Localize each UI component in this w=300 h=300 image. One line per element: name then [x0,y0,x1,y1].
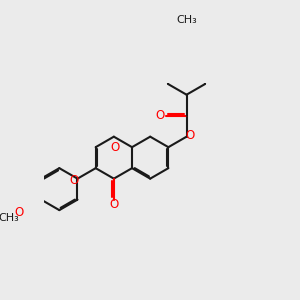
Text: O: O [14,206,24,219]
Text: O: O [110,142,119,154]
Text: O: O [109,198,119,212]
Text: O: O [69,174,78,188]
Text: O: O [156,109,165,122]
Text: O: O [186,129,195,142]
Text: CH₃: CH₃ [176,15,197,25]
Text: CH₃: CH₃ [0,213,19,224]
